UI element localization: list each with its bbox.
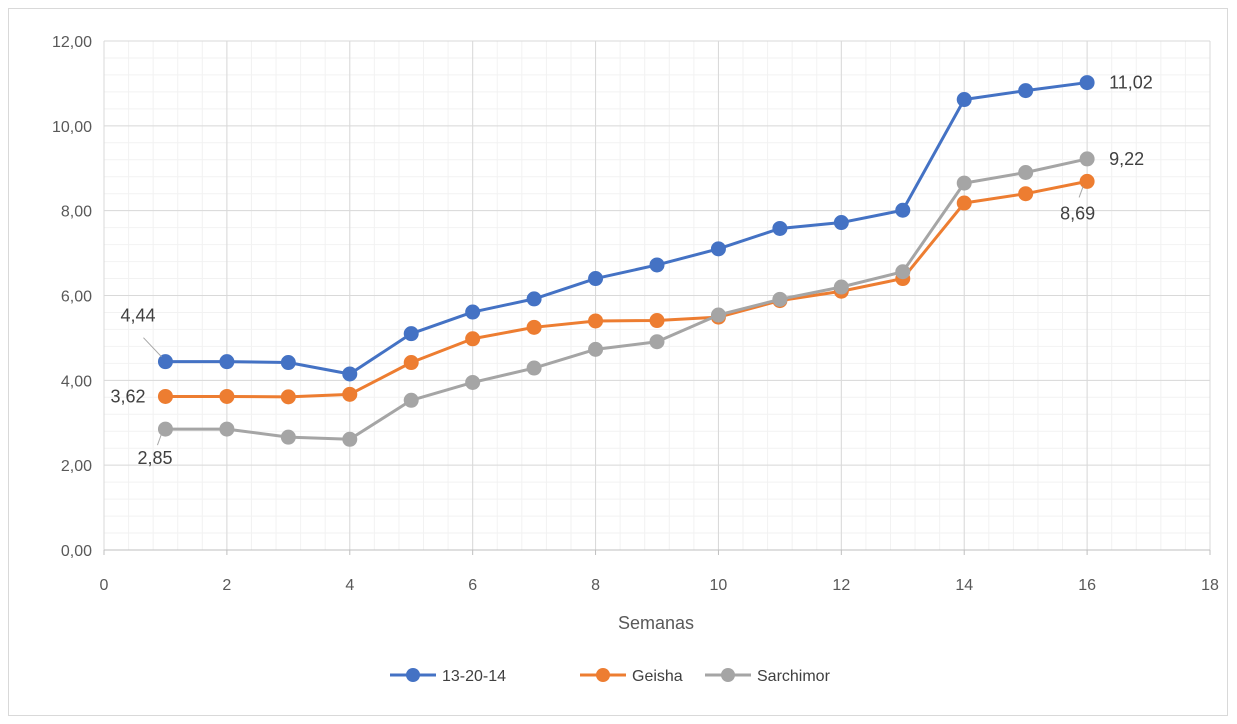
data-point (1018, 186, 1034, 202)
y-tick-label: 8,00 (61, 204, 92, 221)
leader-line (143, 337, 162, 358)
y-tick-label: 12,00 (52, 34, 92, 51)
data-point (649, 313, 665, 329)
data-point (280, 429, 296, 445)
x-tick-label: 12 (832, 577, 850, 594)
data-point (219, 421, 235, 437)
legend: 13-20-14 Geisha Sarchimor (390, 668, 831, 685)
legend-label: Sarchimor (757, 668, 831, 685)
data-label: 11,02 (1109, 73, 1153, 93)
data-point (157, 421, 173, 437)
data-point (342, 431, 358, 447)
series-line (165, 179, 1088, 399)
x-tick-label: 6 (468, 577, 477, 594)
data-point (710, 307, 726, 323)
data-point (157, 388, 173, 404)
data-point (465, 374, 481, 390)
legend-marker (596, 668, 610, 682)
data-point (588, 341, 604, 357)
data-point (1079, 151, 1095, 167)
x-tick-label: 16 (1078, 577, 1096, 594)
y-tick-label: 2,00 (61, 458, 92, 475)
data-point (219, 388, 235, 404)
data-label: 8,69 (1060, 203, 1095, 223)
legend-marker (721, 668, 735, 682)
y-tick-label: 0,00 (61, 543, 92, 560)
data-point (649, 257, 665, 273)
data-point (1018, 164, 1034, 180)
leader-line (156, 433, 162, 446)
series-1 (157, 173, 1095, 405)
series-line (165, 81, 1088, 376)
data-point (219, 354, 235, 370)
data-label: 9,22 (1109, 149, 1144, 169)
x-tick-label: 10 (710, 577, 728, 594)
data-point (526, 319, 542, 335)
grid (103, 40, 1211, 551)
x-tick-labels: 0 2 4 6 8 10 12 14 16 18 (100, 577, 1219, 594)
axes (103, 549, 1211, 555)
data-point (772, 220, 788, 236)
data-point (280, 389, 296, 405)
x-tick-label: 2 (222, 577, 231, 594)
series-0 (157, 75, 1095, 382)
data-point (342, 386, 358, 402)
data-point (588, 271, 604, 287)
series-2 (157, 151, 1095, 447)
legend-label: Geisha (632, 668, 683, 685)
data-labels: 4,44 3,62 2,85 11,02 9,22 8,69 (110, 73, 1152, 469)
data-point (710, 241, 726, 257)
y-tick-label: 10,00 (52, 119, 92, 136)
data-point (403, 355, 419, 371)
data-point (403, 326, 419, 342)
legend-marker (406, 668, 420, 682)
x-axis-title: Semanas (618, 613, 694, 633)
data-point (1079, 173, 1095, 189)
data-point (280, 355, 296, 371)
data-point (895, 202, 911, 218)
data-label: 4,44 (120, 306, 155, 326)
data-label: 2,85 (137, 448, 172, 468)
data-point (956, 175, 972, 191)
x-tick-label: 18 (1201, 577, 1219, 594)
legend-entry-2: Sarchimor (705, 668, 831, 685)
legend-label: 13-20-14 (442, 668, 506, 685)
x-tick-label: 8 (591, 577, 600, 594)
data-point (772, 291, 788, 307)
data-point (895, 264, 911, 280)
data-point (649, 334, 665, 350)
data-point (465, 304, 481, 320)
leader-line (1078, 186, 1084, 198)
data-point (403, 392, 419, 408)
x-tick-label: 0 (100, 577, 109, 594)
legend-entry-1: Geisha (580, 668, 683, 685)
data-point (956, 92, 972, 108)
x-tick-label: 14 (955, 577, 973, 594)
series-group (157, 75, 1095, 447)
data-point (342, 366, 358, 382)
data-point (588, 313, 604, 329)
data-label: 3,62 (110, 386, 145, 406)
data-point (833, 215, 849, 231)
data-point (1079, 75, 1095, 91)
data-point (526, 291, 542, 307)
y-tick-label: 4,00 (61, 373, 92, 390)
data-point (465, 331, 481, 347)
data-point (1018, 83, 1034, 99)
data-point (956, 195, 972, 211)
x-tick-label: 4 (345, 577, 354, 594)
series-line (165, 157, 1088, 441)
y-tick-label: 6,00 (61, 289, 92, 306)
data-point (157, 354, 173, 370)
data-point (833, 279, 849, 295)
data-point (526, 360, 542, 376)
y-tick-labels: 0,00 2,00 4,00 6,00 8,00 10,00 12,00 (52, 34, 92, 560)
legend-entry-0: 13-20-14 (390, 668, 506, 685)
